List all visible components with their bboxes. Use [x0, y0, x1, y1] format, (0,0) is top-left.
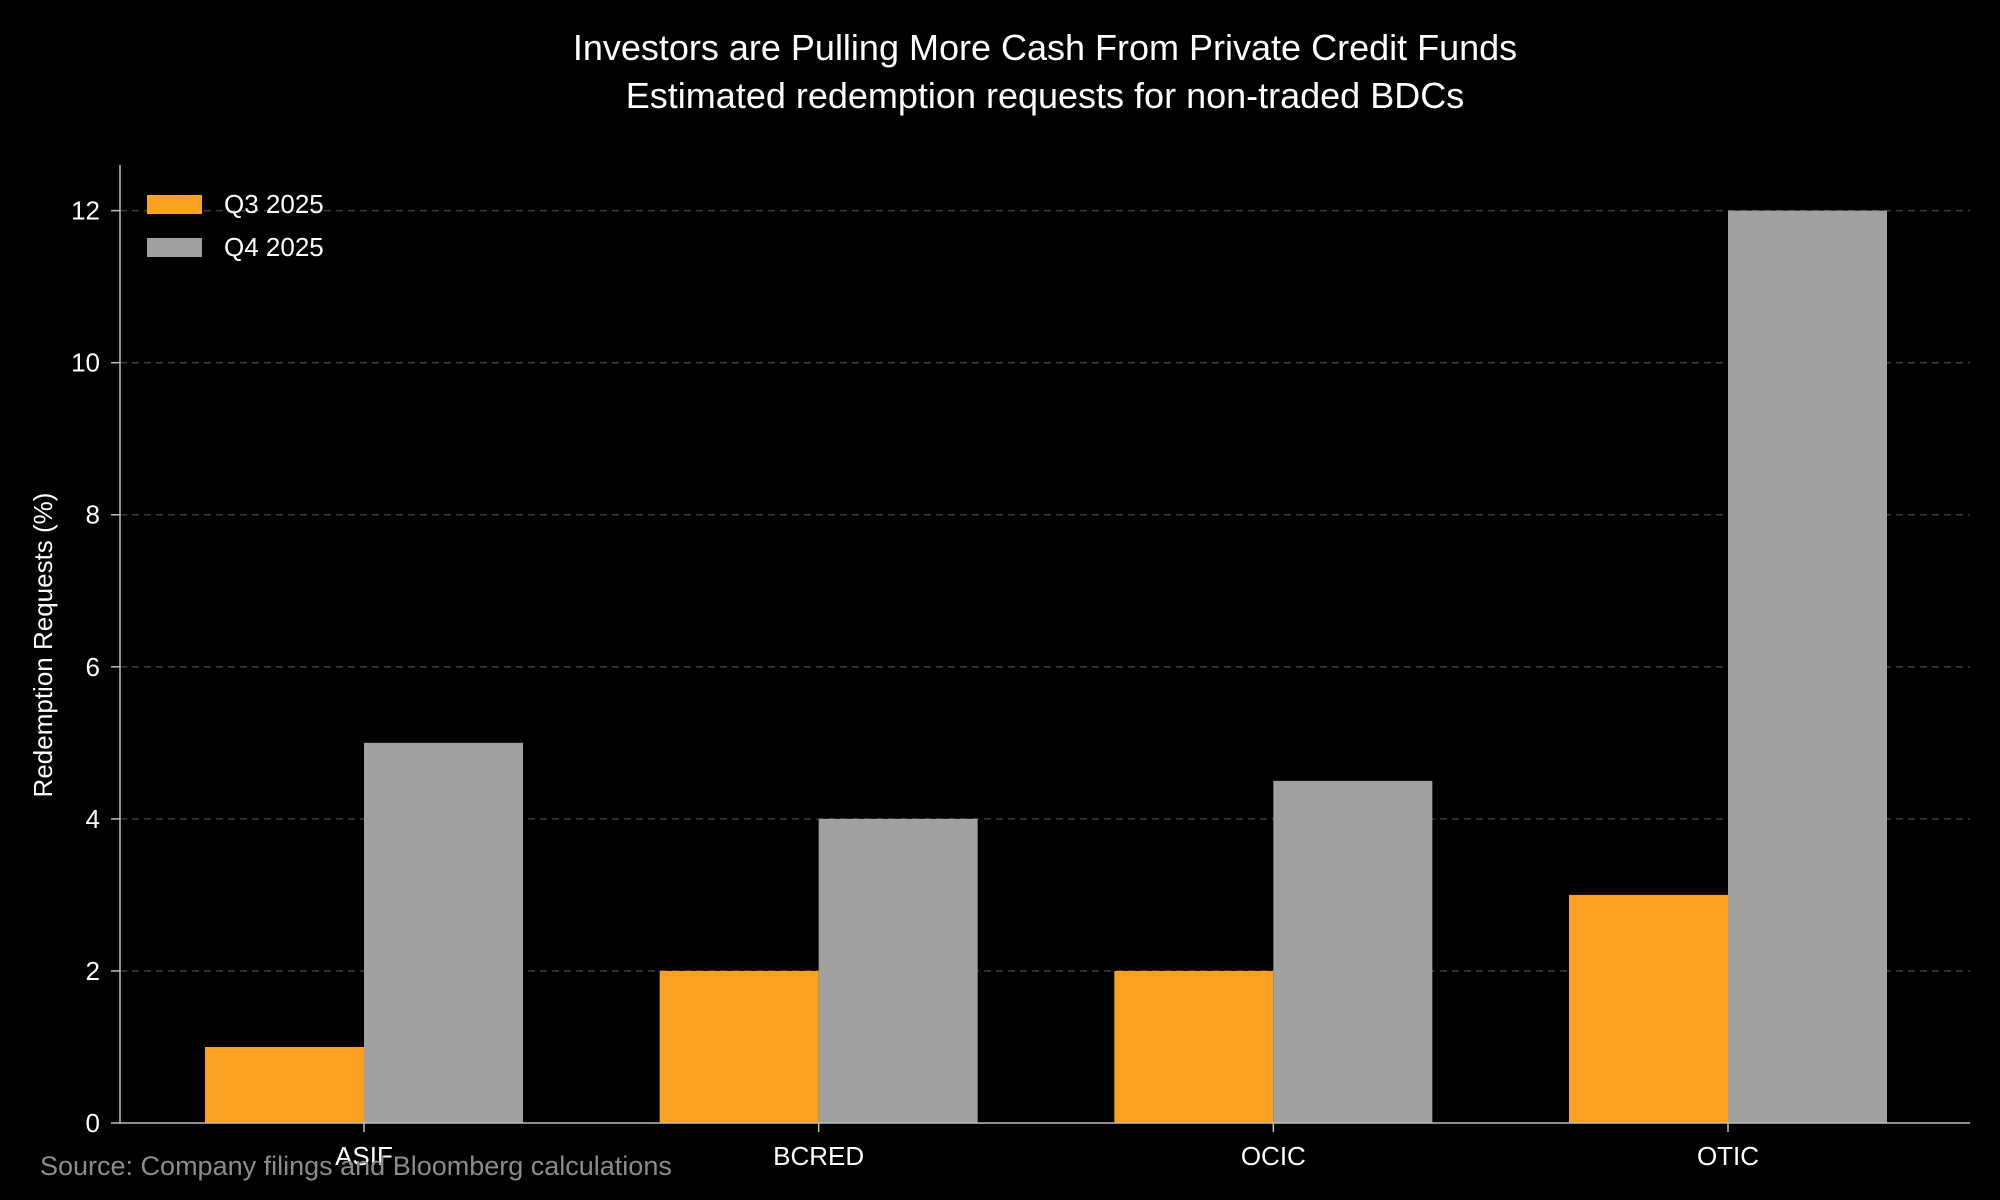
y-tick-label: 6 [86, 652, 100, 682]
y-tick-labels: 0 2 4 6 8 10 12 [71, 196, 100, 1138]
bar-asif-q4 [364, 742, 523, 1123]
y-tick-label: 4 [86, 804, 100, 834]
bars [205, 210, 1887, 1124]
bar-ocic-q3 [1114, 970, 1274, 1123]
axes [111, 165, 1970, 1132]
chart-subtitle: Estimated redemption requests for non-tr… [626, 75, 1464, 116]
x-tick-label: BCRED [773, 1141, 864, 1171]
y-tick-label: 8 [86, 500, 100, 530]
legend-label-q4: Q4 2025 [224, 232, 324, 262]
legend-swatch-q4 [147, 238, 202, 257]
x-tick-label: OCIC [1241, 1141, 1306, 1171]
bar-ocic-q4 [1273, 780, 1433, 1123]
x-tick-labels: ASIF BCRED OCIC OTIC [335, 1141, 1759, 1171]
bar-otic-q3 [1569, 894, 1728, 1123]
bar-asif-q3 [205, 1046, 364, 1123]
bar-bcred-q3 [659, 970, 819, 1123]
source-note: Source: Company filings and Bloomberg ca… [40, 1151, 672, 1181]
legend: Q3 2025 Q4 2025 [147, 189, 324, 262]
y-tick-label: 2 [86, 956, 100, 986]
y-tick-label: 12 [71, 196, 100, 226]
x-tick-label: OTIC [1697, 1141, 1759, 1171]
bar-bcred-q4 [818, 818, 978, 1123]
legend-label-q3: Q3 2025 [224, 189, 324, 219]
y-tick-label: 0 [86, 1108, 100, 1138]
chart-title: Investors are Pulling More Cash From Pri… [573, 27, 1517, 68]
y-tick-label: 10 [71, 348, 100, 378]
bar-otic-q4 [1728, 210, 1887, 1124]
x-tick-label: ASIF [335, 1141, 393, 1171]
y-axis-label: Redemption Requests (%) [28, 493, 58, 798]
legend-swatch-q3 [147, 195, 202, 214]
